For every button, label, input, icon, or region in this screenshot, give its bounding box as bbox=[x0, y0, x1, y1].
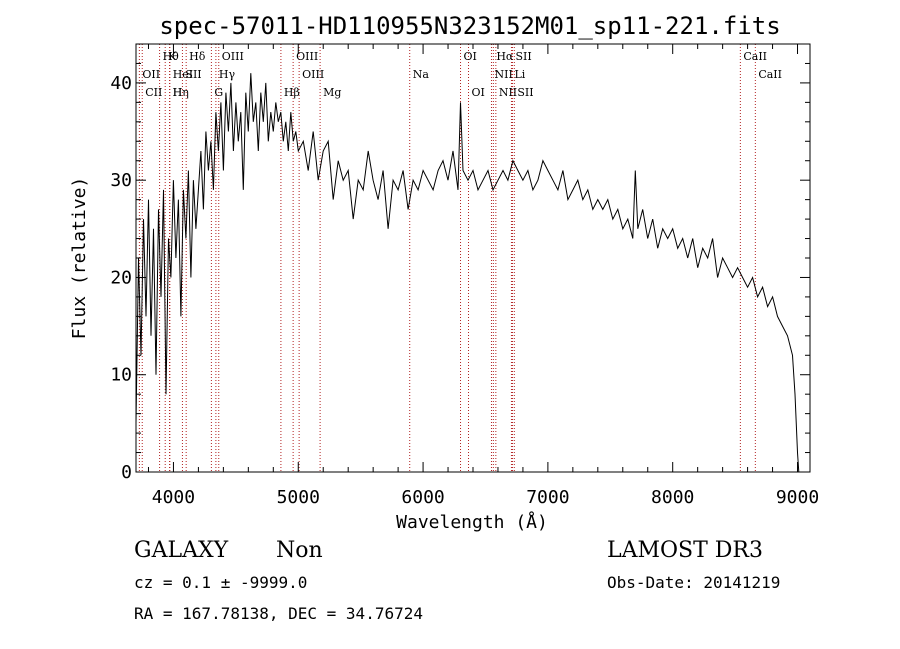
x-tick-label: 6000 bbox=[401, 487, 444, 508]
line-label: Hη bbox=[173, 86, 189, 99]
survey-name: LAMOST DR3 bbox=[607, 538, 763, 563]
object-class: GALAXY bbox=[134, 538, 229, 563]
x-tick-label: 7000 bbox=[526, 487, 569, 508]
x-axis-ticks: 4000 5000 6000 7000 8000 9000 bbox=[147, 44, 819, 508]
y-tick-label: 40 bbox=[110, 73, 132, 94]
line-label: Mg bbox=[323, 86, 341, 99]
line-label: Hβ bbox=[284, 86, 300, 99]
line-label: OIII bbox=[222, 50, 244, 63]
y-tick-label: 20 bbox=[110, 267, 132, 288]
line-label: NII bbox=[499, 86, 517, 99]
line-label: Hδ bbox=[189, 50, 206, 63]
line-label: Hγ bbox=[219, 68, 236, 81]
line-label: SII bbox=[515, 50, 531, 63]
chart-title: spec-57011-HD110955N323152M01_sp11-221.f… bbox=[159, 12, 780, 40]
y-tick-label: 30 bbox=[110, 170, 132, 191]
line-label: HeI bbox=[173, 68, 193, 81]
line-label: CII bbox=[145, 86, 162, 99]
y-tick-label: 10 bbox=[110, 365, 132, 386]
object-subclass: Non bbox=[276, 538, 323, 563]
coordinates: RA = 167.78138, DEC = 34.76724 bbox=[134, 604, 423, 623]
x-tick-label: 9000 bbox=[776, 487, 819, 508]
line-label: OI bbox=[472, 86, 485, 99]
line-label: OIII bbox=[302, 68, 324, 81]
x-tick-label: 8000 bbox=[651, 487, 694, 508]
line-label: SII bbox=[517, 86, 533, 99]
y-axis-label: Flux (relative) bbox=[69, 177, 90, 340]
plot-frame bbox=[135, 43, 811, 473]
x-axis-label: Wavelength (Å) bbox=[396, 511, 548, 533]
line-label: G bbox=[214, 86, 223, 99]
y-tick-label: 0 bbox=[121, 462, 132, 483]
y-axis-ticks: 0 10 20 30 40 bbox=[110, 43, 810, 483]
line-label: CaII bbox=[758, 68, 782, 81]
spectrum-line bbox=[135, 73, 800, 473]
line-label: Li bbox=[514, 68, 525, 81]
line-label: SII bbox=[185, 68, 201, 81]
line-label: CaII bbox=[743, 50, 767, 63]
line-label: Hθ bbox=[163, 50, 180, 63]
line-label: OII bbox=[142, 68, 160, 81]
line-label: Hα bbox=[496, 50, 514, 63]
line-label: H bbox=[173, 86, 183, 99]
x-tick-label: 4000 bbox=[152, 487, 195, 508]
line-label: OI bbox=[464, 50, 477, 63]
x-tick-label: 5000 bbox=[277, 487, 320, 508]
obs-date: Obs-Date: 20141219 bbox=[607, 573, 781, 592]
redshift-cz: cz = 0.1 ± -9999.0 bbox=[134, 573, 308, 592]
line-label: Na bbox=[413, 68, 430, 81]
line-label: NII bbox=[494, 68, 512, 81]
line-label: K bbox=[168, 50, 177, 63]
line-label: OIII bbox=[296, 50, 318, 63]
